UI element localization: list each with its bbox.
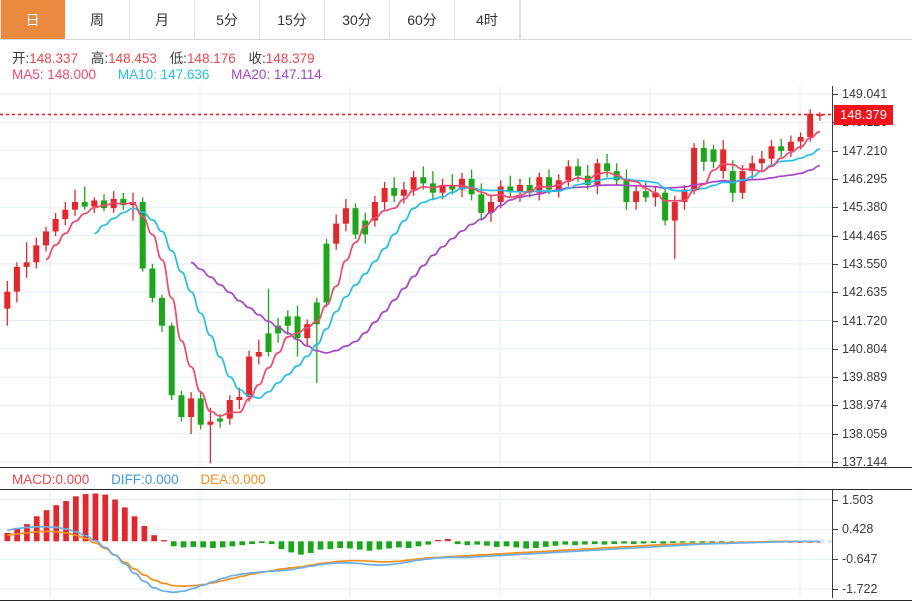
close-label: 收: [248,51,266,66]
ma10-legend: MA10: 147.636 [117,67,210,82]
open-value: 148.337 [29,51,79,66]
tab-week[interactable]: 周 [65,0,130,39]
tab-day[interactable]: 日 [0,0,65,39]
macd-pane-divider [0,489,912,490]
dea-value-legend: DEA:0.000 [200,472,266,487]
open-label: 开: [12,51,30,66]
low-label: 低: [169,51,187,66]
price-axis-tick: 145.380 [833,200,887,214]
ma-legend: MA5: 148.000 MA10: 147.636 MA20: 147.114 [12,67,322,82]
price-axis-tick: 144.465 [833,229,887,243]
price-axis-tick: 140.804 [833,342,887,356]
tab-label: 60分 [407,11,437,28]
timeframe-tabbar: 日 周 月 5分 15分 30分 60分 4时 [0,0,912,40]
tab-label: 15分 [277,11,307,28]
high-label: 高: [90,51,109,66]
macd-chart-svg [0,490,832,598]
macd-axis-tick: -1.722 [833,582,877,596]
price-axis-tick: 137.144 [833,455,887,469]
ma5-legend: MA5: 148.000 [12,67,97,82]
tab-15min[interactable]: 15分 [260,0,325,39]
tab-label: 4时 [476,11,498,28]
low-value: 148.176 [186,51,236,66]
high-value: 148.453 [108,51,157,66]
price-axis-tick: 141.720 [833,314,887,328]
price-axis-tick: 147.210 [833,144,887,158]
tabbar-filler [520,0,912,39]
current-price-badge: 148.379 [834,104,893,125]
macd-axis-tick: -0.647 [833,552,877,566]
price-axis-tick: 149.041 [833,87,887,101]
price-axis: 149.041148.126147.210146.295145.380144.4… [832,86,912,469]
tab-label: 月 [155,11,169,28]
price-axis-tick: 138.974 [833,398,887,412]
price-chart-svg [0,86,832,468]
tab-5min[interactable]: 5分 [195,0,260,39]
price-axis-tick: 143.550 [833,257,887,271]
tab-label: 30分 [342,11,372,28]
price-axis-tick: 139.889 [833,370,887,384]
tab-4hour[interactable]: 4时 [455,0,520,39]
ma20-legend: MA20: 147.114 [231,67,322,82]
tab-30min[interactable]: 30分 [325,0,390,39]
tab-label: 5分 [216,11,238,28]
macd-axis-tick: 1.503 [833,493,873,507]
macd-value-legend: MACD:0.000 [12,472,90,487]
diff-value-legend: DIFF:0.000 [111,472,179,487]
macd-chart-pane[interactable] [0,490,832,598]
ohlc-legend: 开:148.337 高:148.453 低:148.176 收:148.379 [12,47,315,67]
tab-60min[interactable]: 60分 [390,0,455,39]
price-axis-tick: 146.295 [833,172,887,186]
macd-legend: MACD:0.000 DIFF:0.000 DEA:0.000 [12,472,266,487]
macd-axis-tick: 0.428 [833,522,873,536]
price-axis-tick: 142.635 [833,285,887,299]
tab-label: 日 [25,11,40,28]
close-value: 148.379 [265,51,315,66]
price-axis-tick: 138.059 [833,427,887,441]
main-pane-divider [0,467,912,468]
macd-axis: 1.503 0.428 -0.647 -1.722 [832,490,912,598]
tab-month[interactable]: 月 [130,0,195,39]
price-chart-pane[interactable] [0,86,832,468]
bottom-border [0,600,912,601]
tab-label: 周 [90,11,104,28]
